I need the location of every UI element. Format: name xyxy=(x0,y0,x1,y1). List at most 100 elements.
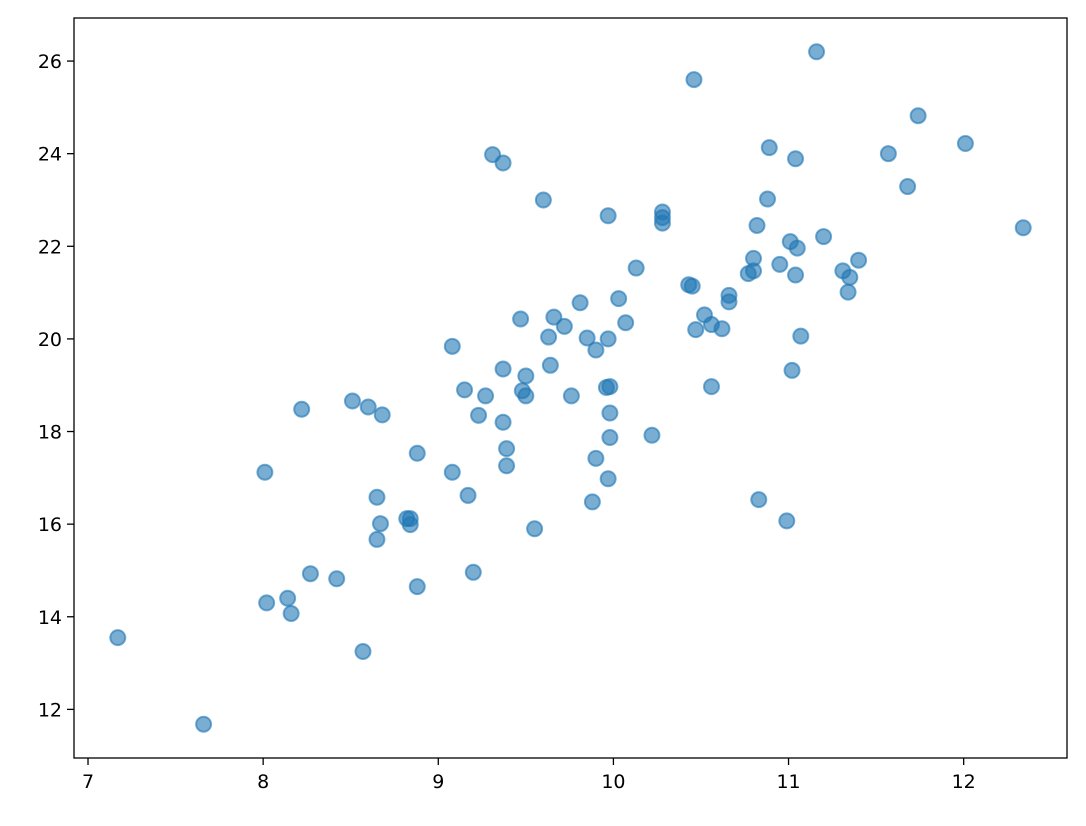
data-point xyxy=(599,207,617,225)
data-point xyxy=(371,515,389,533)
data-point xyxy=(512,310,530,328)
data-point xyxy=(301,565,319,583)
data-point xyxy=(328,570,346,588)
data-point xyxy=(470,406,488,424)
y-tick-label: 22 xyxy=(38,236,62,258)
data-point xyxy=(526,520,544,538)
x-tick-label: 8 xyxy=(257,771,269,793)
data-point xyxy=(494,154,512,172)
data-point xyxy=(841,268,859,286)
data-point xyxy=(443,337,461,355)
data-point xyxy=(617,314,635,332)
data-point xyxy=(956,134,974,152)
x-tick-label: 10 xyxy=(601,771,625,793)
data-point xyxy=(109,629,127,647)
plot-frame xyxy=(73,17,1068,759)
data-point xyxy=(750,491,768,509)
data-point xyxy=(587,449,605,467)
data-point xyxy=(720,293,738,311)
data-point xyxy=(555,317,573,335)
data-point xyxy=(494,360,512,378)
data-point xyxy=(808,43,826,61)
data-points xyxy=(109,43,1032,733)
data-point xyxy=(517,367,535,385)
data-point xyxy=(787,150,805,168)
data-point xyxy=(653,214,671,232)
data-point xyxy=(759,190,777,208)
data-point xyxy=(368,530,386,548)
data-point xyxy=(713,320,731,338)
data-point xyxy=(599,470,617,488)
data-point xyxy=(879,145,897,163)
data-point xyxy=(899,178,917,196)
x-tick-label: 11 xyxy=(776,771,800,793)
data-point xyxy=(343,392,361,410)
data-point xyxy=(408,578,426,596)
y-tick-label: 18 xyxy=(38,422,62,444)
y-tick-label: 26 xyxy=(38,51,62,73)
data-point xyxy=(195,715,213,733)
x-tick-label: 7 xyxy=(82,771,94,793)
data-point xyxy=(401,516,419,534)
data-point xyxy=(373,406,391,424)
data-point xyxy=(545,308,563,326)
data-point xyxy=(745,262,763,280)
data-point xyxy=(456,381,474,399)
x-tick-label: 12 xyxy=(952,771,976,793)
data-point xyxy=(771,255,789,273)
data-point xyxy=(256,463,274,481)
data-point xyxy=(534,191,552,209)
y-tick-label: 12 xyxy=(38,699,62,721)
data-point xyxy=(359,398,377,416)
data-point xyxy=(279,589,297,607)
data-point xyxy=(571,294,589,312)
data-point xyxy=(909,107,927,125)
data-point xyxy=(562,387,580,405)
data-point xyxy=(850,251,868,269)
data-point xyxy=(599,330,617,348)
data-point xyxy=(583,493,601,511)
data-point xyxy=(293,400,311,418)
y-tick-label: 20 xyxy=(38,329,62,351)
data-point xyxy=(687,321,705,339)
data-point xyxy=(788,239,806,257)
data-point xyxy=(610,290,628,308)
data-point xyxy=(778,512,796,530)
data-point xyxy=(601,404,619,422)
data-point xyxy=(354,642,372,660)
data-point xyxy=(601,429,619,447)
data-point xyxy=(760,139,778,157)
data-point xyxy=(627,259,645,277)
data-point xyxy=(494,413,512,431)
data-point xyxy=(685,71,703,89)
data-point xyxy=(443,463,461,481)
data-point xyxy=(643,426,661,444)
data-point xyxy=(459,486,477,504)
data-point xyxy=(517,387,535,405)
data-point xyxy=(368,488,386,506)
data-point xyxy=(783,361,801,379)
data-point xyxy=(541,356,559,374)
data-point xyxy=(540,328,558,346)
data-point xyxy=(282,605,300,623)
data-point xyxy=(477,387,495,405)
data-point xyxy=(498,457,516,475)
data-point xyxy=(748,216,766,234)
y-tick-label: 24 xyxy=(38,144,62,166)
data-point xyxy=(578,329,596,347)
data-point xyxy=(408,444,426,462)
data-point xyxy=(839,283,857,301)
data-point xyxy=(792,327,810,345)
data-point xyxy=(464,563,482,581)
y-axis: 12 14 16 18 20 22 24 26 xyxy=(38,51,74,721)
data-point xyxy=(601,378,619,396)
data-point xyxy=(258,594,276,612)
data-point xyxy=(702,378,720,396)
data-point xyxy=(787,266,805,284)
x-axis: 7 8 9 10 11 12 xyxy=(82,758,976,793)
data-point xyxy=(683,277,701,295)
y-tick-label: 14 xyxy=(38,607,62,629)
data-point xyxy=(1014,219,1032,237)
data-point xyxy=(498,440,516,458)
